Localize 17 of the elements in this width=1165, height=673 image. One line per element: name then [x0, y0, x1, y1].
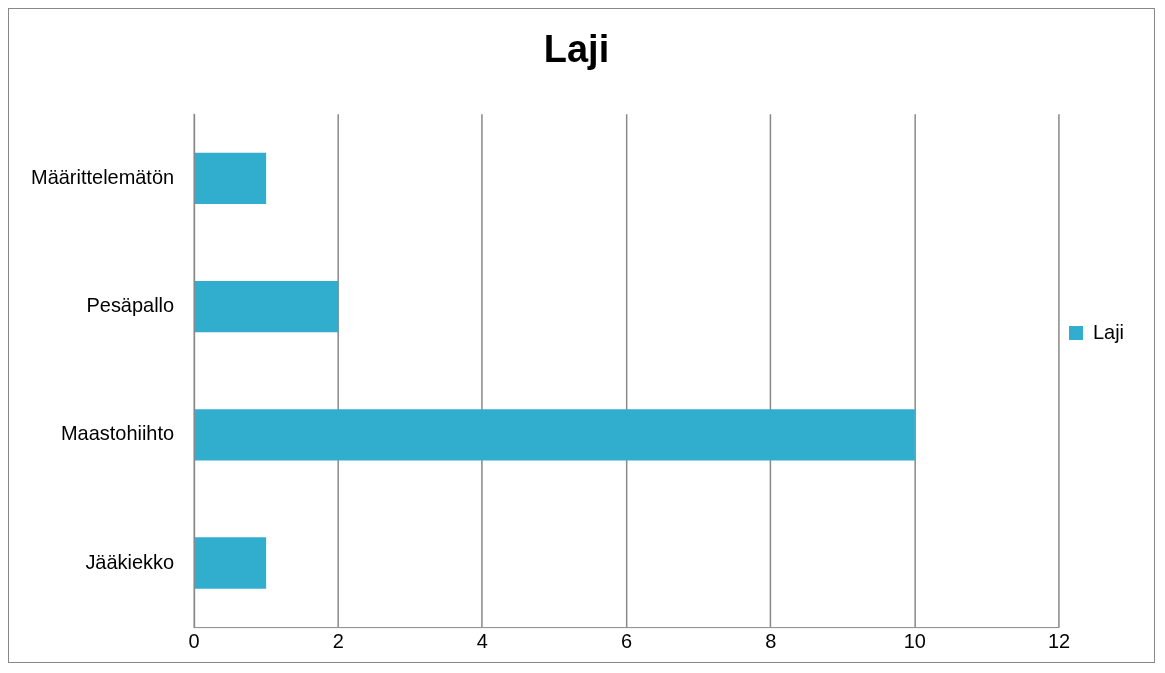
x-tick-label: 0 [188, 629, 200, 652]
bar [194, 537, 267, 589]
x-tick-label: 10 [903, 629, 926, 652]
y-tick-label: Jääkiekko [85, 550, 175, 573]
chart-title: Laji [543, 28, 610, 71]
y-tick-label: Pesäpallo [86, 294, 175, 317]
x-tick-label: 8 [765, 629, 777, 652]
x-tick-label: 4 [476, 629, 488, 652]
bar [194, 280, 339, 333]
x-tick-label: 12 [1047, 629, 1071, 652]
y-tick-label: Maastohiihto [60, 422, 175, 445]
bar [194, 152, 267, 205]
x-tick-label: 2 [332, 629, 344, 652]
x-tick-label: 6 [621, 629, 633, 652]
legend-label: Laji [1092, 320, 1125, 343]
bar [194, 409, 915, 461]
y-tick-label: Määrittelemätön [31, 165, 175, 188]
